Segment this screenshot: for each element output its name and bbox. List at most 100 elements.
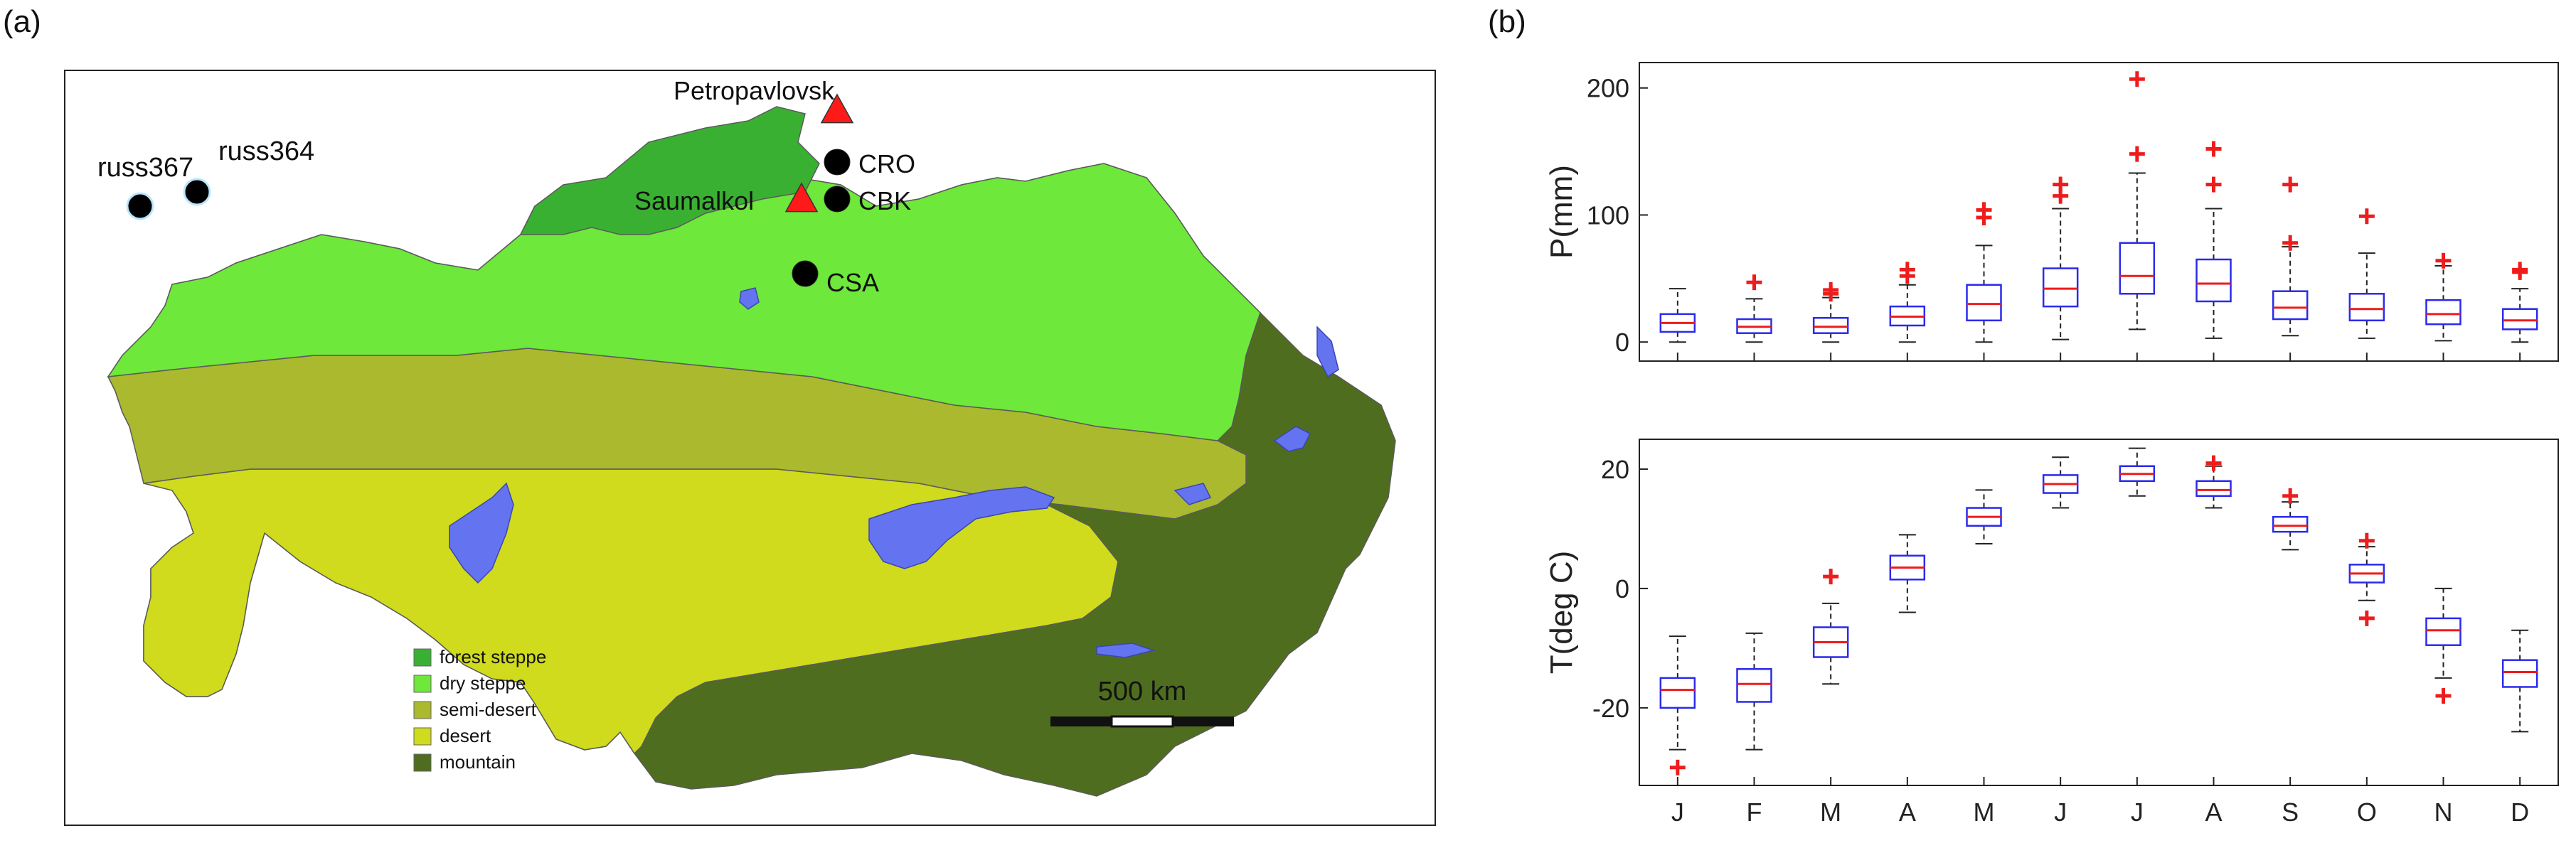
outlier-marker	[1669, 759, 1686, 775]
legend-label: dry steppe	[440, 672, 526, 694]
y-tick-label: 0	[1615, 574, 1629, 603]
x-tick-label: J	[2131, 798, 2144, 827]
box-S	[2272, 176, 2309, 337]
precipitation-boxplot: 0 100 200 P(mm)	[1544, 62, 2559, 362]
box-F	[1736, 274, 1772, 343]
map-canvas: forest steppe dry steppe semi-desert desert…	[97, 76, 1396, 797]
y-tick-label: 20	[1601, 455, 1629, 484]
iqr-box	[2042, 267, 2079, 308]
box-N	[2425, 587, 2461, 704]
box-O	[2348, 208, 2385, 339]
iqr-box	[2272, 290, 2309, 321]
station-triangle-marker	[820, 93, 854, 124]
reservoir-east	[1316, 326, 1339, 378]
legend-label: forest steppe	[440, 646, 546, 667]
station-circle-marker	[183, 178, 211, 206]
iqr-box	[2501, 659, 2538, 688]
station-label: CBK	[858, 186, 911, 215]
y-tick-label: 100	[1587, 200, 1629, 230]
box-A	[1889, 262, 1926, 343]
dry-steppe-region	[107, 163, 1261, 441]
box-A	[1889, 534, 1926, 613]
outlier-marker	[2282, 235, 2299, 251]
outlier-marker	[2053, 176, 2069, 193]
iqr-box	[2272, 515, 2309, 533]
lake-aral	[449, 482, 514, 584]
iqr-box	[1966, 284, 2002, 322]
scale-bar: 500 km	[1050, 677, 1234, 728]
scale-bar-label: 500 km	[1098, 677, 1187, 707]
x-tick-label: S	[2282, 798, 2299, 827]
iqr-box	[2348, 293, 2385, 322]
box-J	[1659, 635, 1696, 775]
box-J	[2119, 71, 2156, 331]
outlier-marker	[1746, 274, 1762, 291]
legend-label: mountain	[440, 751, 516, 773]
box-J	[1659, 288, 1696, 343]
box-M	[1966, 202, 2002, 343]
iqr-box	[2119, 242, 2156, 295]
iqr-box	[1659, 677, 1696, 709]
x-tick-label: J	[2054, 798, 2067, 827]
outlier-marker	[2358, 532, 2375, 549]
outlier-marker	[2358, 610, 2375, 626]
iqr-box	[2196, 258, 2232, 303]
box-S	[2272, 488, 2309, 551]
outlier-marker	[2435, 688, 2452, 704]
box-J	[2119, 447, 2156, 497]
kazakhstan-map: forest steppe dry steppe semi-desert desert…	[64, 70, 1436, 826]
station-circle-marker	[824, 149, 851, 176]
x-tick-label: O	[2357, 798, 2377, 827]
x-tick-label: A	[1899, 798, 1916, 827]
station-label: CRO	[858, 149, 915, 178]
station-label: Petropavlovsk	[674, 76, 835, 105]
box-M	[1812, 569, 1849, 685]
x-tick-label: M	[1820, 798, 1841, 827]
legend-swatch	[413, 753, 432, 772]
iqr-box	[2501, 308, 2538, 331]
outlier-marker	[2205, 141, 2222, 157]
outlier-marker	[1976, 202, 1992, 218]
map-legend: forest steppe dry steppe semi-desert desert…	[413, 646, 546, 773]
plot-frame	[1639, 439, 2559, 786]
lake-north	[739, 287, 760, 310]
legend-swatch	[413, 648, 432, 667]
legend-swatch	[413, 675, 432, 693]
lake-south	[1096, 643, 1156, 658]
panel-a-label: (a)	[3, 4, 41, 39]
x-tick-label: J	[1671, 798, 1684, 827]
x-tick-label: F	[1747, 798, 1762, 827]
outlier-marker	[2282, 488, 2299, 504]
iqr-box	[2425, 617, 2461, 646]
station-label: CSA	[826, 268, 879, 297]
y-tick-label: 200	[1587, 74, 1629, 103]
iqr-box	[2425, 299, 2461, 326]
box-J	[2042, 176, 2079, 340]
lake-balkhash	[868, 486, 1055, 569]
outlier-marker	[1823, 569, 1839, 585]
outlier-marker	[1899, 262, 1915, 278]
box-D	[2501, 262, 2538, 343]
x-tick-label: N	[2434, 798, 2453, 827]
box-M	[1966, 489, 2002, 544]
y-axis-label: P(mm)	[1544, 165, 1579, 259]
lake-alakol	[1173, 483, 1212, 505]
plot-frame	[1639, 62, 2559, 362]
outlier-marker	[2129, 146, 2145, 162]
y-tick-label: -20	[1592, 694, 1629, 723]
legend-label: semi-desert	[440, 699, 537, 720]
box-A	[2196, 455, 2232, 509]
station-circle-marker	[126, 192, 154, 220]
outlier-marker	[2205, 455, 2222, 471]
box-F	[1736, 632, 1772, 751]
x-tick-label: M	[1974, 798, 1995, 827]
box-J	[2042, 456, 2079, 509]
iqr-box	[1812, 316, 1849, 334]
station-label: russ367	[97, 153, 193, 183]
forest-steppe-region	[519, 106, 820, 235]
box-O	[2348, 532, 2385, 626]
box-D	[2501, 629, 2538, 733]
outlier-marker	[2512, 262, 2528, 278]
outlier-marker	[2205, 176, 2222, 193]
outlier-marker	[2129, 71, 2145, 87]
